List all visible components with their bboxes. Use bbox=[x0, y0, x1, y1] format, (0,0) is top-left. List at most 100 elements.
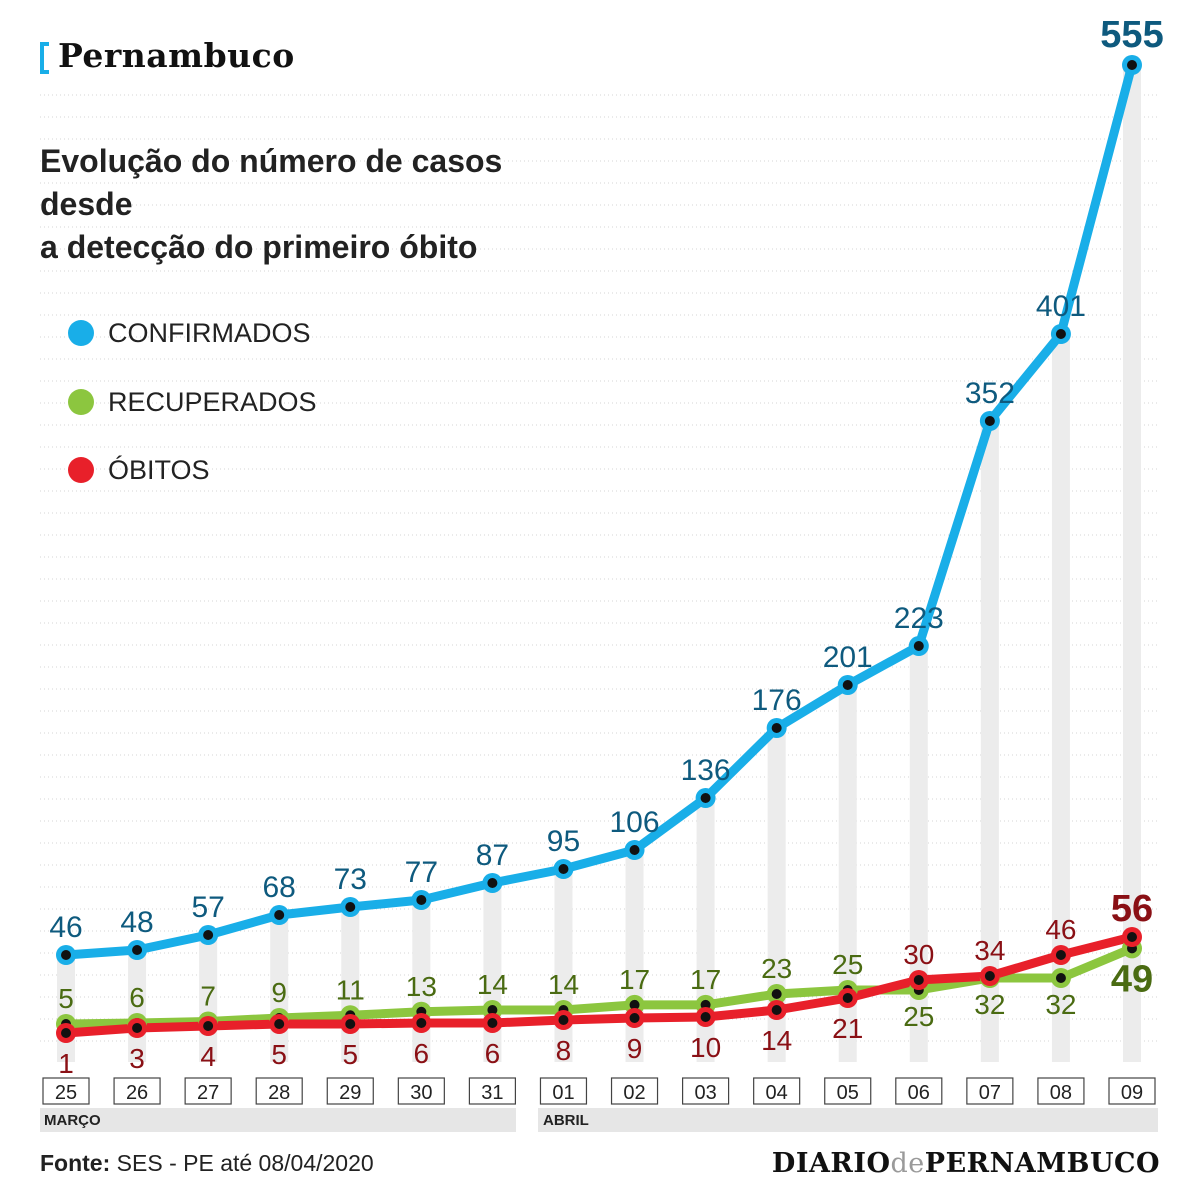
data-label-obitos: 10 bbox=[690, 1032, 721, 1063]
x-tick-box bbox=[113, 1077, 161, 1105]
data-point bbox=[979, 411, 1000, 431]
data-label-confirmados: 87 bbox=[476, 839, 509, 872]
x-tick: 27 bbox=[184, 1077, 232, 1105]
series-lines bbox=[61, 60, 1137, 1038]
point-inner bbox=[1055, 329, 1066, 339]
brand-part-3: PERNAMBUCO bbox=[924, 1148, 1160, 1179]
data-label-obitos: 5 bbox=[271, 1039, 287, 1070]
data-point bbox=[908, 970, 929, 990]
x-tick-box bbox=[610, 1077, 659, 1105]
x-tick-label: 07 bbox=[979, 1082, 1001, 1104]
data-point bbox=[766, 718, 787, 738]
series-points bbox=[56, 55, 1142, 1043]
data-label-confirmados: 46 bbox=[49, 911, 82, 944]
point-inner bbox=[629, 999, 640, 1010]
data-point bbox=[837, 675, 858, 695]
background-bar bbox=[838, 685, 857, 1062]
background-bar bbox=[767, 728, 786, 1062]
point-inner bbox=[274, 1019, 285, 1029]
month-label-abril: ABRIL bbox=[543, 1112, 589, 1129]
x-tick-label: 03 bbox=[694, 1082, 716, 1104]
data-point bbox=[553, 1010, 574, 1030]
point-inner bbox=[913, 975, 924, 985]
x-tick-box bbox=[326, 1077, 374, 1105]
chart-title-line-2: a detecção do primeiro óbito bbox=[40, 229, 478, 265]
legend-dot-obitos bbox=[68, 457, 94, 483]
x-tick-box bbox=[539, 1077, 588, 1105]
x-tick: 03 bbox=[681, 1077, 730, 1105]
point-inner bbox=[132, 1023, 143, 1033]
data-label-recuperados: 23 bbox=[761, 953, 792, 984]
source-prefix: Fonte: bbox=[40, 1150, 111, 1176]
point-inner bbox=[629, 1013, 640, 1023]
data-point bbox=[624, 1008, 645, 1028]
data-point bbox=[56, 945, 76, 965]
data-label-confirmados: 77 bbox=[405, 856, 438, 889]
x-tick-box bbox=[824, 1077, 872, 1105]
data-label-recuperados: 11 bbox=[336, 974, 365, 1005]
x-tick-box bbox=[966, 1077, 1014, 1105]
x-tick-label: 05 bbox=[837, 1082, 859, 1104]
point-inner bbox=[61, 950, 71, 960]
data-point bbox=[624, 840, 645, 860]
data-label-confirmados: 555 bbox=[1100, 14, 1163, 56]
section-bracket bbox=[40, 42, 49, 74]
x-tick-box bbox=[184, 1077, 232, 1105]
legend-item-confirmados: CONFIRMADOS bbox=[68, 313, 311, 353]
month-band-abril bbox=[538, 1108, 1158, 1132]
series-line-1 bbox=[61, 943, 1137, 1029]
x-tick-box bbox=[1037, 1077, 1085, 1105]
point-inner bbox=[203, 930, 214, 940]
data-label-obitos: 56 bbox=[1111, 888, 1153, 930]
x-tick: 09 bbox=[1108, 1077, 1156, 1105]
brand-part-2: de bbox=[890, 1148, 925, 1179]
x-tick: 26 bbox=[113, 1077, 161, 1105]
data-label-recuperados: 17 bbox=[619, 964, 650, 995]
point-inner bbox=[771, 989, 782, 999]
data-point bbox=[766, 1000, 787, 1020]
x-tick-label: 02 bbox=[623, 1082, 645, 1104]
data-point bbox=[198, 1016, 219, 1036]
brand-logo: DIARIOdePERNAMBUCO bbox=[772, 1148, 1160, 1179]
data-label-obitos: 21 bbox=[832, 1013, 863, 1044]
data-label-obitos: 6 bbox=[414, 1038, 430, 1069]
data-point bbox=[1122, 927, 1142, 947]
x-tick: 25 bbox=[42, 1077, 90, 1105]
legend-label-obitos: ÓBITOS bbox=[108, 454, 210, 485]
point-inner bbox=[984, 971, 995, 981]
x-tick-box bbox=[681, 1077, 730, 1105]
data-point bbox=[411, 890, 432, 910]
data-label-confirmados: 95 bbox=[547, 825, 580, 858]
data-point bbox=[695, 1007, 716, 1027]
x-tick-label: 06 bbox=[908, 1082, 930, 1104]
data-label-recuperados: 25 bbox=[903, 1001, 934, 1032]
x-tick-box bbox=[753, 1077, 801, 1105]
data-label-recuperados: 17 bbox=[690, 964, 721, 995]
x-tick: 06 bbox=[895, 1077, 943, 1105]
point-inner bbox=[132, 945, 143, 955]
brand-part-1: DIARIO bbox=[771, 1148, 891, 1179]
point-inner bbox=[345, 902, 356, 912]
data-label-obitos: 3 bbox=[129, 1043, 145, 1074]
x-tick-label: 27 bbox=[197, 1082, 219, 1104]
data-label-recuperados: 13 bbox=[406, 971, 437, 1002]
point-inner bbox=[913, 641, 924, 651]
data-label-confirmados: 201 bbox=[823, 641, 873, 674]
point-inner bbox=[416, 1018, 427, 1028]
data-point bbox=[198, 925, 219, 945]
legend-dot-recuperados bbox=[68, 389, 94, 415]
data-point bbox=[269, 905, 290, 925]
data-label-confirmados: 106 bbox=[610, 806, 660, 839]
data-label-confirmados: 352 bbox=[965, 377, 1015, 410]
x-tick: 31 bbox=[468, 1077, 516, 1105]
data-point bbox=[979, 966, 1000, 986]
x-tick: 28 bbox=[255, 1077, 303, 1105]
x-tick-label: 25 bbox=[55, 1082, 77, 1104]
x-tick-box bbox=[42, 1077, 90, 1105]
point-inner bbox=[558, 864, 569, 874]
data-point bbox=[340, 897, 361, 917]
x-tick-label: 28 bbox=[268, 1082, 290, 1104]
x-tick: 04 bbox=[753, 1077, 801, 1105]
x-tick-label: 26 bbox=[126, 1082, 148, 1104]
